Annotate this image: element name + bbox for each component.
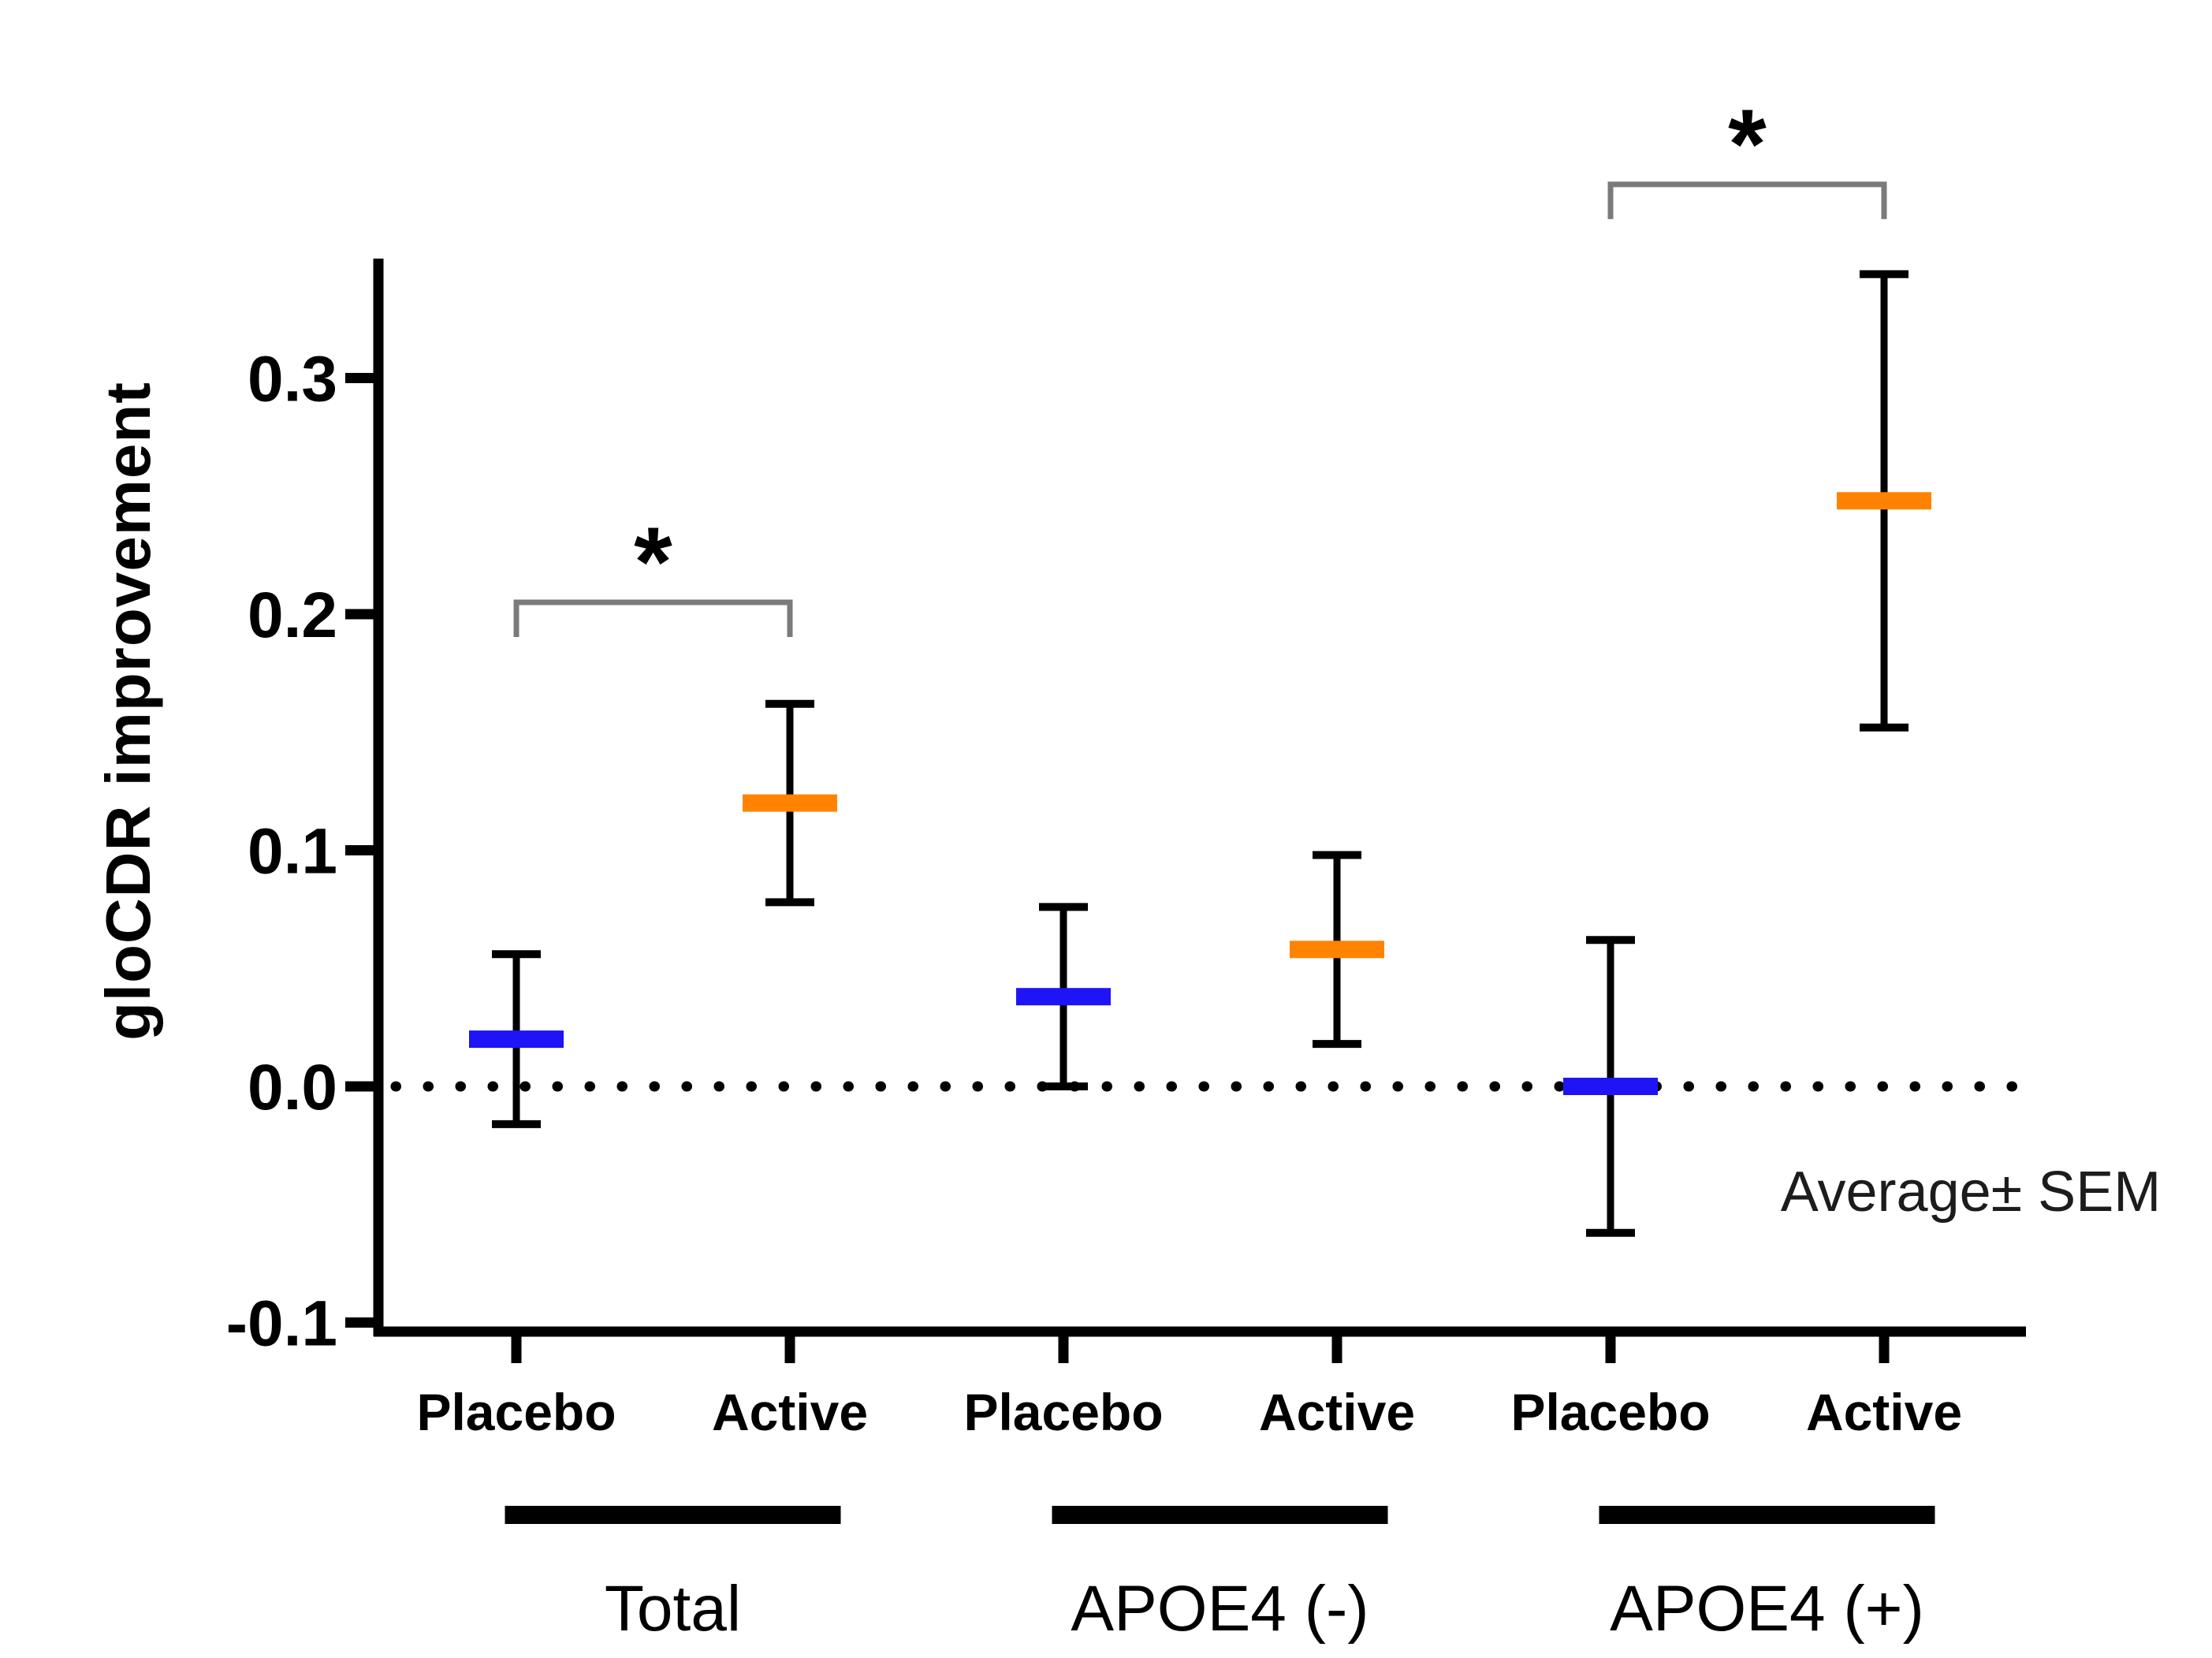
group-underline xyxy=(1599,1506,1935,1524)
group-label: Total xyxy=(605,1573,741,1645)
y-axis-title: gloCDR improvement xyxy=(93,382,163,1041)
condition-label: Placebo xyxy=(963,1383,1163,1441)
mean-bar xyxy=(1837,492,1931,510)
mean-bar xyxy=(1563,1078,1658,1095)
group-underline xyxy=(1052,1506,1388,1524)
condition-label: Placebo xyxy=(416,1383,616,1441)
mean-bar xyxy=(743,794,837,812)
condition-label: Active xyxy=(1259,1383,1415,1441)
condition-label: Active xyxy=(712,1383,868,1441)
mean-bar xyxy=(1290,941,1384,959)
condition-label: Active xyxy=(1806,1383,1962,1441)
significance-asterisk: * xyxy=(634,508,672,617)
group-label: APOE4 (+) xyxy=(1610,1573,1924,1645)
group-label: APOE4 (-) xyxy=(1071,1573,1369,1645)
mean-bar xyxy=(469,1030,564,1049)
mean-bar xyxy=(1016,988,1111,1006)
y-tick-label: 0.1 xyxy=(248,816,337,888)
significance-bracket xyxy=(513,599,793,638)
y-tick-label: -0.1 xyxy=(226,1288,337,1360)
group-underline xyxy=(505,1506,841,1524)
y-tick-label: 0.0 xyxy=(248,1052,337,1123)
y-tick-label: 0.3 xyxy=(248,344,337,415)
y-tick-label: 0.2 xyxy=(248,579,337,651)
significance-bracket xyxy=(1607,181,1887,219)
condition-label: Placebo xyxy=(1510,1383,1710,1441)
sem-annotation: Average± SEM xyxy=(1780,1161,2162,1224)
significance-asterisk: * xyxy=(1728,90,1767,199)
